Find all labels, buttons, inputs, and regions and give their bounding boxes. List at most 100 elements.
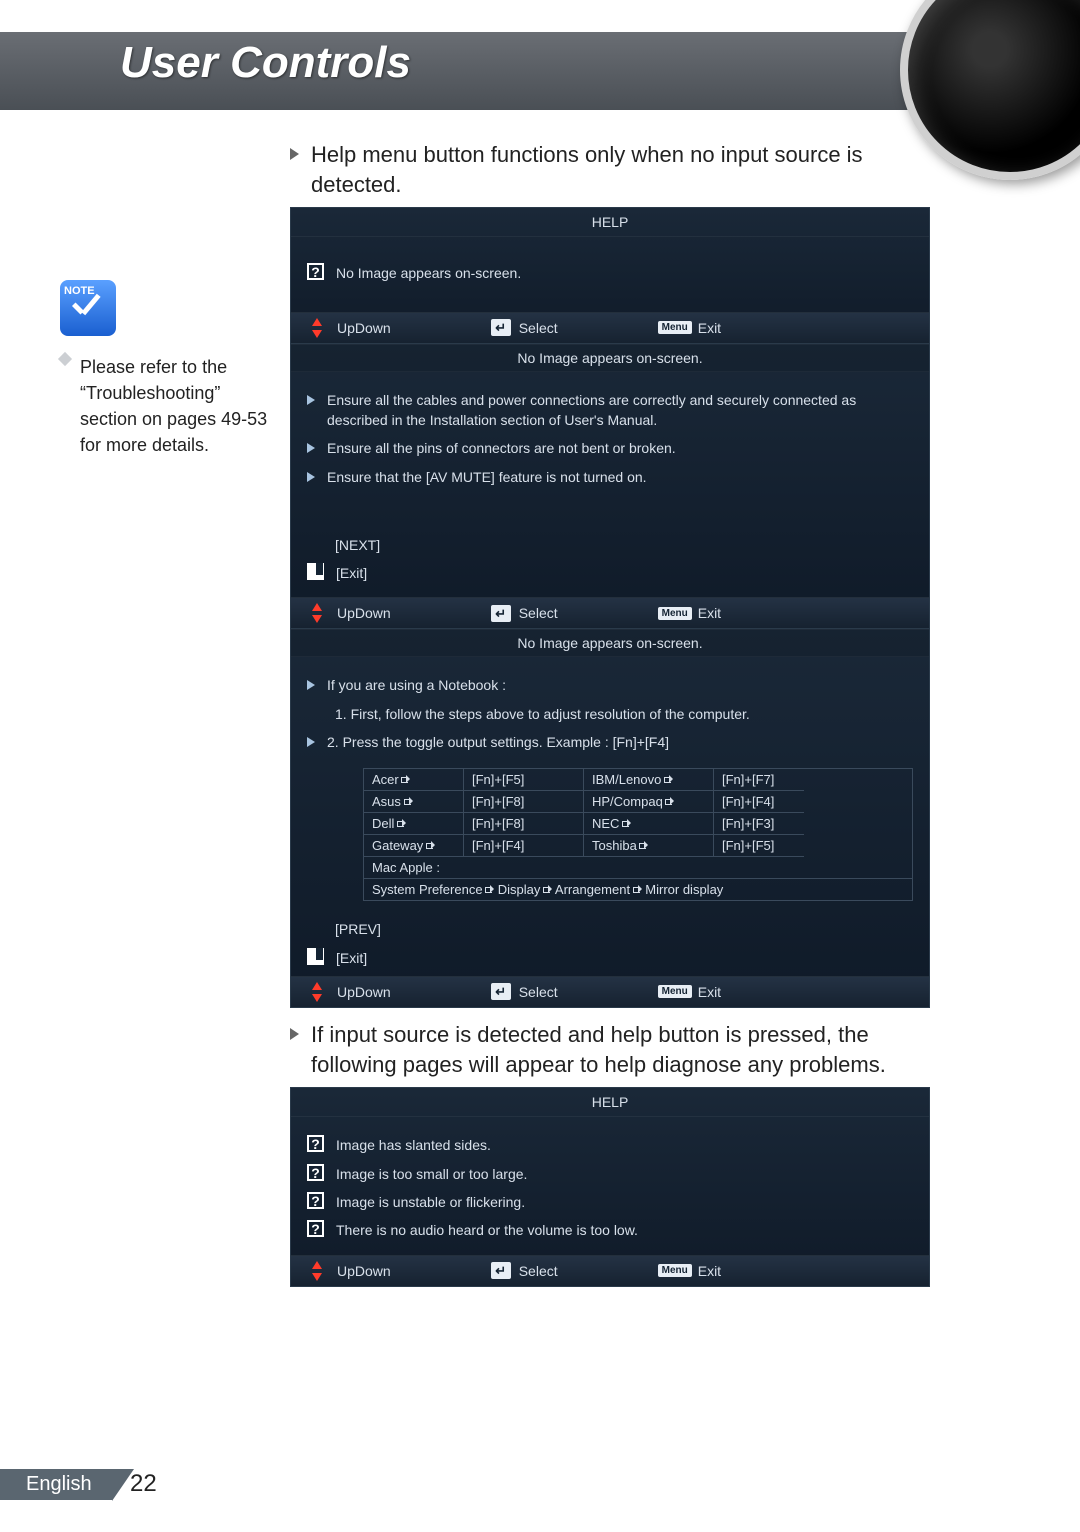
osd-navbar: UpDown ↵Select MenuExit <box>291 976 929 1007</box>
sidebar-note: Please refer to the “Troubleshooting” se… <box>60 354 270 458</box>
question-icon: ? <box>307 1220 324 1237</box>
brand-cell: Acer <box>364 769 464 791</box>
osd-title: HELP <box>291 1088 929 1117</box>
bullet-1: Help menu button functions only when no … <box>290 140 930 199</box>
help-item[interactable]: There is no audio heard or the volume is… <box>336 1220 638 1240</box>
nav-exit[interactable]: Menu Exit <box>658 320 721 336</box>
nav-exit[interactable]: MenuExit <box>658 605 721 621</box>
updown-icon <box>307 1261 327 1281</box>
nav-select[interactable]: ↵Select <box>491 983 558 1000</box>
exit-icon <box>307 563 324 580</box>
osd-navbar: UpDown ↵ Select Menu Exit <box>291 312 929 343</box>
nav-updown[interactable]: UpDown <box>307 1261 391 1281</box>
arrow-right-icon <box>402 819 406 827</box>
nav-exit[interactable]: MenuExit <box>658 1263 721 1279</box>
menu-icon: Menu <box>658 1264 692 1277</box>
arrow-right-icon <box>431 841 435 849</box>
sidebar-note-text: Please refer to the “Troubleshooting” se… <box>80 354 270 458</box>
help-item[interactable]: Image is unstable or flickering. <box>336 1192 525 1212</box>
triangle-icon <box>307 680 315 690</box>
sidebar: NOTE Please refer to the “Troubleshootin… <box>60 280 270 458</box>
nav-updown[interactable]: UpDown <box>307 603 391 623</box>
arrow-right-icon <box>406 775 410 783</box>
osd-section-title: No Image appears on-screen. <box>291 629 929 657</box>
help-item[interactable]: Image is too small or too large. <box>336 1164 527 1184</box>
question-icon: ? <box>307 1135 324 1152</box>
note-label: NOTE <box>64 285 95 297</box>
enter-icon: ↵ <box>491 319 511 336</box>
bullet-2-text: If input source is detected and help but… <box>311 1020 930 1079</box>
arrow-right-icon <box>409 797 413 805</box>
brand-cell: Gateway <box>364 835 464 857</box>
question-icon: ? <box>307 1192 324 1209</box>
key-cell: [Fn]+[F5] <box>714 835 804 857</box>
brand-cell: HP/Compaq <box>584 791 714 813</box>
osd-panel-noimage-1: No Image appears on-screen. Ensure all t… <box>290 343 930 630</box>
brand-cell: IBM/Lenovo <box>584 769 714 791</box>
menu-icon: Menu <box>658 321 692 334</box>
bullet-1-text: Help menu button functions only when no … <box>311 140 930 199</box>
nav-select[interactable]: ↵Select <box>491 605 558 622</box>
mac-label: Mac Apple : <box>364 857 912 879</box>
table-row: Gateway [Fn]+[F4]Toshiba [Fn]+[F5] <box>364 835 912 857</box>
help-item: If you are using a Notebook : <box>327 675 506 695</box>
triangle-icon <box>307 395 315 405</box>
arrow-right-icon <box>669 775 673 783</box>
question-icon: ? <box>307 263 324 280</box>
osd-navbar: UpDown ↵Select MenuExit <box>291 597 929 628</box>
enter-icon: ↵ <box>491 1262 511 1279</box>
help-item: 1. First, follow the steps above to adju… <box>335 704 750 724</box>
brand-cell: Toshiba <box>584 835 714 857</box>
table-row: Asus [Fn]+[F8]HP/Compaq [Fn]+[F4] <box>364 791 912 813</box>
question-icon: ? <box>307 1164 324 1181</box>
updown-icon <box>307 982 327 1002</box>
osd-navbar: UpDown ↵Select MenuExit <box>291 1255 929 1286</box>
exit-link[interactable]: [Exit] <box>336 948 367 968</box>
nav-updown[interactable]: UpDown <box>307 318 391 338</box>
table-row: Acer [Fn]+[F5]IBM/Lenovo [Fn]+[F7] <box>364 769 912 791</box>
arrow-right-icon <box>627 819 631 827</box>
key-cell: [Fn]+[F5] <box>464 769 584 791</box>
exit-link[interactable]: [Exit] <box>336 563 367 583</box>
osd-panel-help-1: HELP ? No Image appears on-screen. UpDow… <box>290 207 930 343</box>
page-title: User Controls <box>120 38 411 88</box>
table-row: Dell [Fn]+[F8]NEC [Fn]+[F3] <box>364 813 912 835</box>
diamond-bullet-icon <box>58 352 72 366</box>
key-cell: [Fn]+[F4] <box>464 835 584 857</box>
help-item: Ensure all the cables and power connecti… <box>327 390 913 431</box>
brand-cell: NEC <box>584 813 714 835</box>
exit-icon <box>307 948 324 965</box>
prev-link[interactable]: [PREV] <box>307 915 913 943</box>
arrow-right-icon <box>670 797 674 805</box>
nav-select[interactable]: ↵Select <box>491 1262 558 1279</box>
nav-updown[interactable]: UpDown <box>307 982 391 1002</box>
key-cell: [Fn]+[F7] <box>714 769 804 791</box>
nav-exit[interactable]: MenuExit <box>658 984 721 1000</box>
menu-icon: Menu <box>658 607 692 620</box>
mac-path: System Preference Display Arrangement Mi… <box>364 879 912 900</box>
help-item: Ensure all the pins of connectors are no… <box>327 438 676 458</box>
help-item: Ensure that the [AV MUTE] feature is not… <box>327 467 647 487</box>
osd-panel-help-2: HELP ? Image has slanted sides. ? Image is… <box>290 1087 930 1286</box>
arrow-right-icon <box>490 885 494 893</box>
triangle-icon <box>307 737 315 747</box>
bullet-2: If input source is detected and help but… <box>290 1020 930 1079</box>
note-icon: NOTE <box>60 280 116 336</box>
arrow-right-icon <box>548 885 552 893</box>
nav-select[interactable]: ↵ Select <box>491 319 558 336</box>
footer-page-number: 22 <box>130 1470 157 1498</box>
osd-title: HELP <box>291 208 929 237</box>
arrow-right-icon <box>638 885 642 893</box>
osd-panel-noimage-2: No Image appears on-screen. If you are u… <box>290 628 930 1007</box>
brand-cell: Dell <box>364 813 464 835</box>
next-link[interactable]: [NEXT] <box>307 531 913 559</box>
help-item[interactable]: No Image appears on-screen. <box>336 263 521 283</box>
triangle-bullet-icon <box>290 1028 299 1040</box>
shortcut-table: Acer [Fn]+[F5]IBM/Lenovo [Fn]+[F7]Asus [… <box>363 768 913 901</box>
triangle-bullet-icon <box>290 148 299 160</box>
help-item[interactable]: Image has slanted sides. <box>336 1135 491 1155</box>
brand-cell: Asus <box>364 791 464 813</box>
page-footer: English 22 <box>0 1469 112 1500</box>
triangle-icon <box>307 443 315 453</box>
footer-language: English <box>0 1469 112 1500</box>
